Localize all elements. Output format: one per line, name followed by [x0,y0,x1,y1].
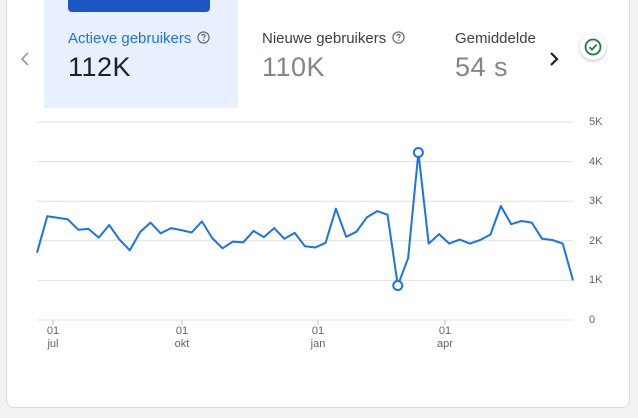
x-tick-label: 01 jan [303,325,333,351]
metrics-card: Actieve gebruikers 112K Nieuwe gebruiker… [6,0,630,408]
y-tick-label: 1K [589,274,603,287]
y-tick-label: 0 [589,314,596,326]
tab-label: Nieuwe gebruikers [262,30,387,47]
tab-label: Gemiddelde [455,30,536,47]
data-point-marker[interactable] [392,280,404,292]
x-tick-month: jul [47,338,59,350]
x-tick-month: okt [174,338,190,350]
chevron-right-icon[interactable] [544,47,564,71]
x-tick-day: 01 [46,325,60,337]
help-circle-icon[interactable] [197,31,211,44]
x-tick-label: 01 jul [38,325,68,351]
help-circle-icon[interactable] [392,31,405,44]
tab-value: 112K [68,52,132,82]
x-tick-month: jan [310,338,326,350]
tab-value: 110K [262,52,326,82]
tab-label: Actieve gebruikers [68,30,192,47]
y-tick-label: 4K [589,155,603,168]
x-tick-label: 01 apr [430,325,460,351]
y-tick-label: 3K [589,195,603,208]
x-tick-label: 01 okt [167,325,197,351]
check-circle-icon[interactable] [580,34,606,60]
x-tick-day: 01 [311,325,325,337]
y-tick-label: 5K [589,116,603,128]
tab-new-users[interactable]: Nieuwe gebruikers 110K [238,0,431,108]
active-tab-indicator [68,0,210,12]
tab-active-users[interactable]: Actieve gebruikers 112K [44,0,238,108]
y-tick-label: 2K [589,234,603,247]
tab-value: 54 s [455,52,509,82]
chevron-left-icon[interactable] [17,47,33,71]
x-tick-month: apr [437,338,453,350]
tab-average[interactable]: Gemiddelde 54 s [431,0,541,108]
series-line [36,151,574,287]
metric-tabs: Actieve gebruikers 112K Nieuwe gebruiker… [7,0,629,108]
x-tick-day: 01 [175,325,189,337]
data-point-marker[interactable] [412,146,424,158]
chart-canvas [36,121,574,325]
active-users-chart: 5K 4K 3K 2K 1K 0 01 jul 01 okt 01 jan 01 apr [7,108,629,407]
x-tick-day: 01 [438,325,452,337]
